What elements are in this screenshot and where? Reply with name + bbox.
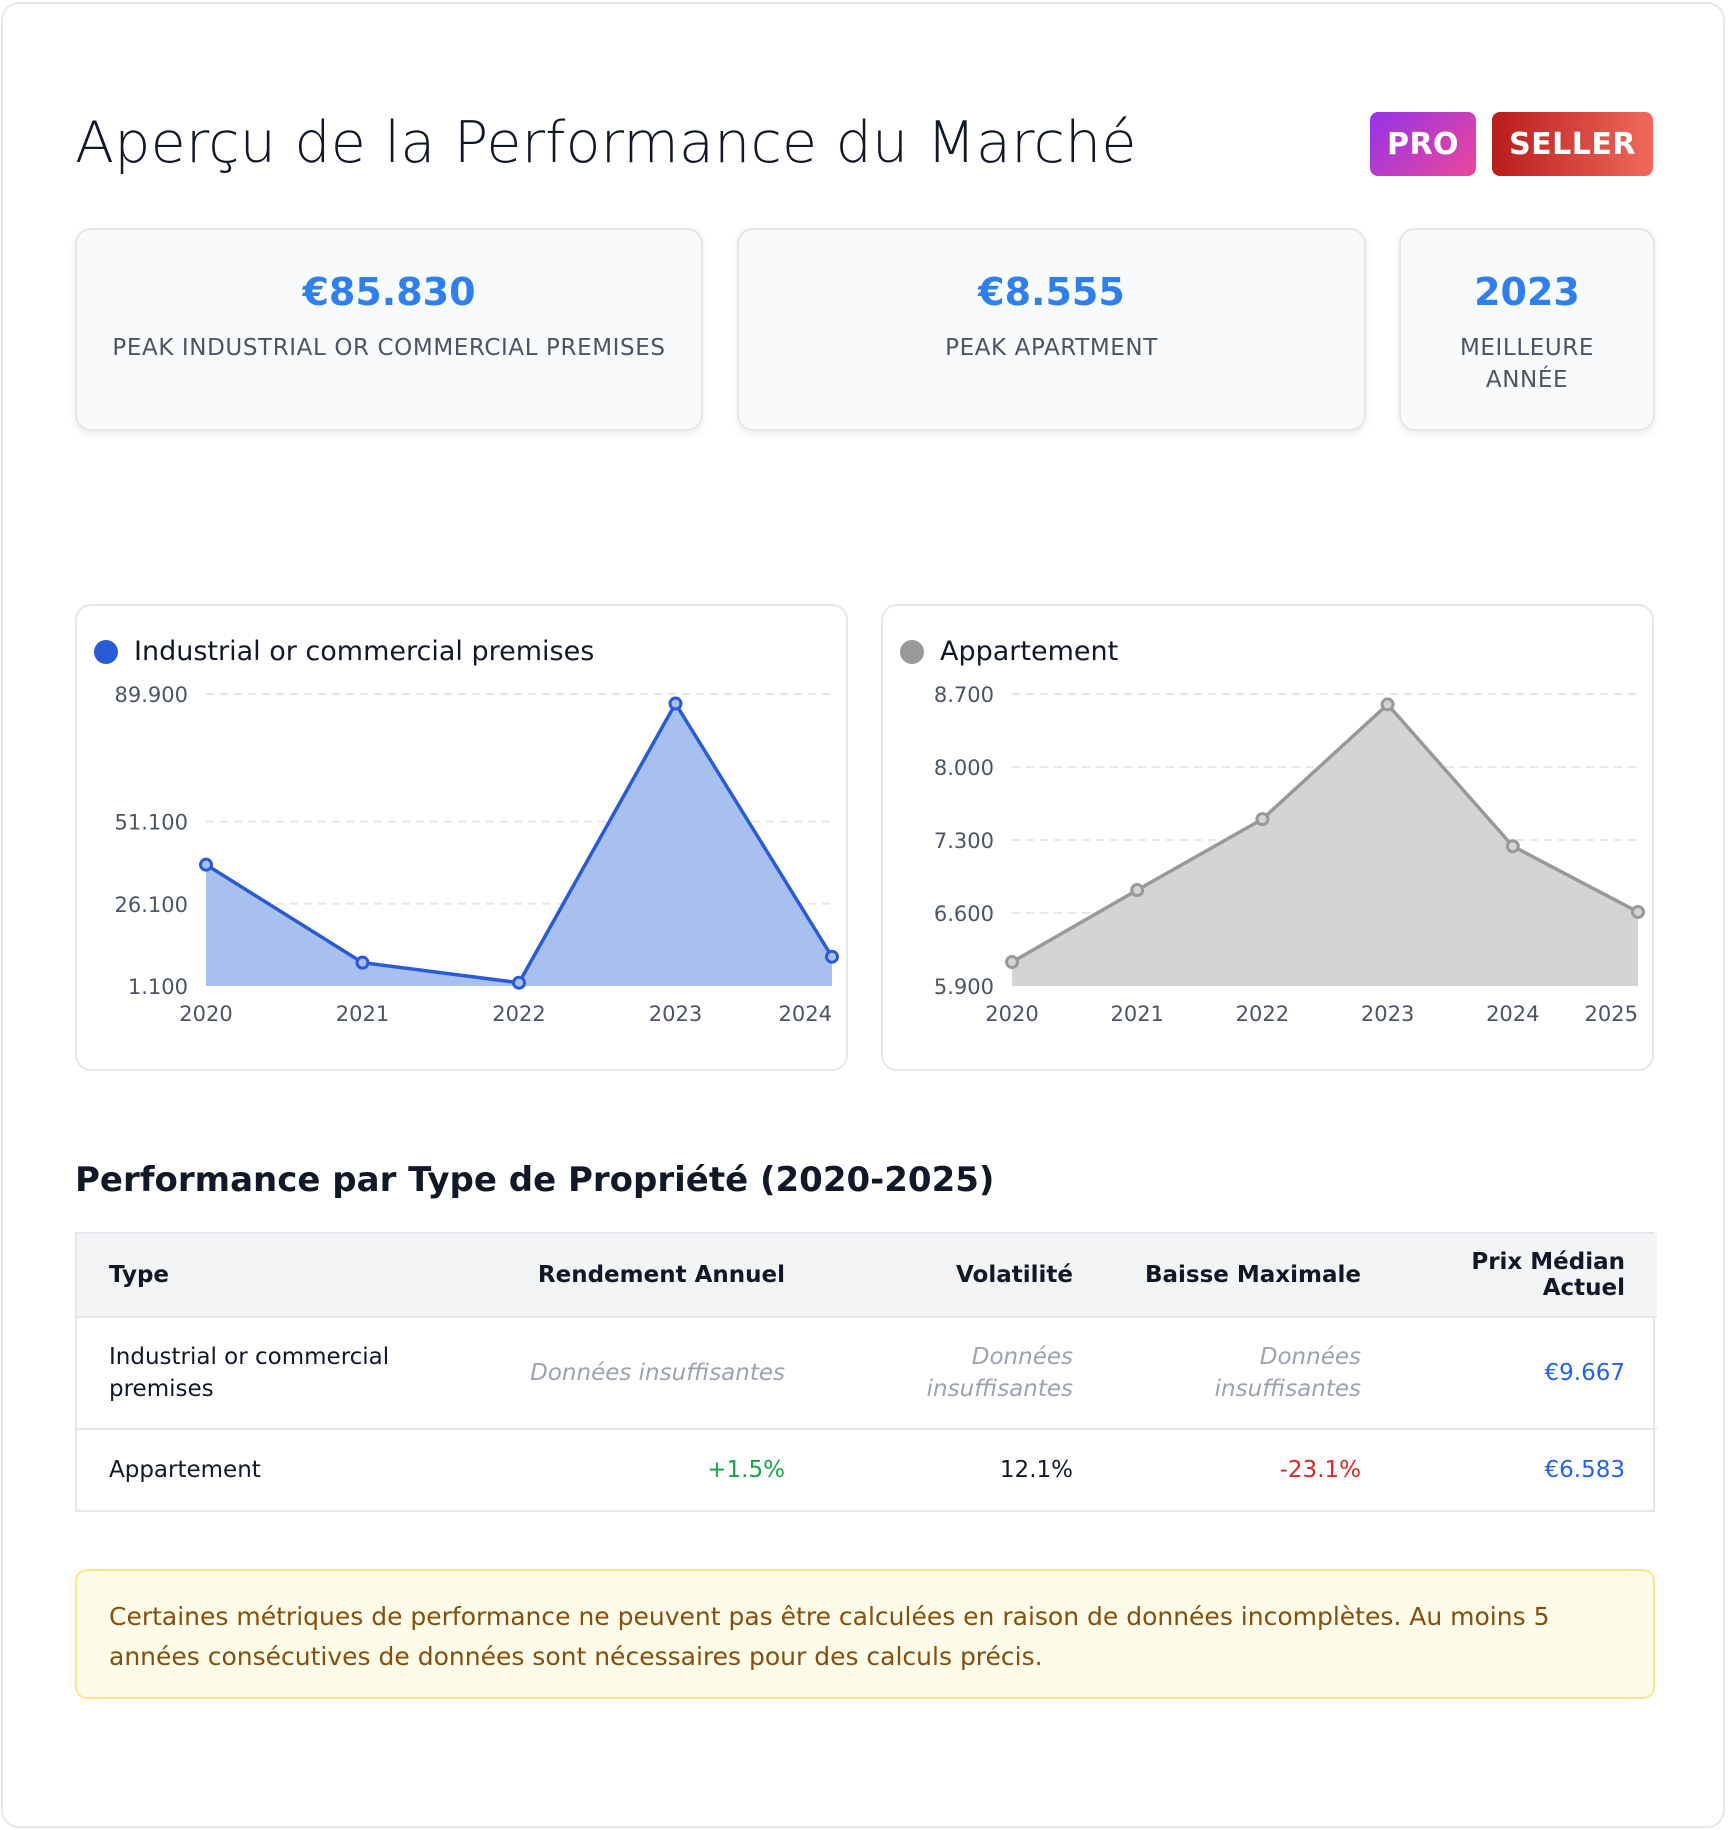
stat-value: €8.555 bbox=[978, 270, 1125, 314]
x-tick-label: 2023 bbox=[1361, 1002, 1414, 1026]
data-point bbox=[1130, 883, 1145, 898]
x-tick-label: 2023 bbox=[649, 1002, 702, 1026]
header-median-price: Prix Médian Actuel bbox=[1393, 1234, 1657, 1317]
chart-legend: Industrial or commercial premises bbox=[94, 636, 594, 667]
annual-return-cell: Données insuffisantes bbox=[449, 1316, 817, 1429]
x-tick-label: 2022 bbox=[492, 1002, 545, 1026]
stat-card-best-year: 2023 MEILLEURE ANNÉE bbox=[1399, 228, 1655, 431]
type-cell: Industrial or commercial premises bbox=[77, 1316, 449, 1429]
x-tick-label: 2022 bbox=[1236, 1002, 1289, 1026]
type-cell: Appartement bbox=[77, 1428, 449, 1510]
x-tick-label: 2021 bbox=[336, 1002, 389, 1026]
x-tick-label: 2025 bbox=[1585, 1002, 1638, 1026]
y-tick-label: 51.100 bbox=[115, 811, 188, 835]
apartment-chart: 8.700 8.000 7.300 6.600 5.900 2020 2021 2022 202… bbox=[934, 683, 1645, 1026]
y-tick-label: 8.700 bbox=[934, 683, 994, 707]
data-notice: Certaines métriques de performance ne pe… bbox=[75, 1569, 1655, 1699]
stat-value: 2023 bbox=[1474, 270, 1580, 314]
max-drawdown-cell: Données insuffisantes bbox=[1105, 1316, 1393, 1429]
series-area bbox=[206, 703, 832, 986]
table-row: Appartement +1.5% 12.1% -23.1% €6.583 bbox=[77, 1428, 1657, 1510]
volatility-cell: Données insuffisantes bbox=[817, 1316, 1105, 1429]
data-point bbox=[1505, 839, 1520, 854]
stat-label: PEAK INDUSTRIAL OR COMMERCIAL PREMISES bbox=[112, 335, 666, 361]
data-point bbox=[512, 975, 526, 990]
data-point bbox=[1380, 697, 1395, 712]
x-tick-label: 2024 bbox=[1486, 1002, 1539, 1026]
chart-legend: Appartement bbox=[900, 636, 1118, 667]
performance-table: Type Rendement Annuel Volatilité Baisse … bbox=[75, 1232, 1657, 1512]
y-tick-label: 5.900 bbox=[934, 975, 994, 999]
section-title: Performance par Type de Propriété (2020-… bbox=[75, 1160, 995, 1200]
x-tick-label: 2020 bbox=[985, 1002, 1038, 1026]
median-price-cell: €6.583 bbox=[1393, 1428, 1657, 1510]
annual-return-cell: +1.5% bbox=[449, 1428, 817, 1510]
badge-group: PRO SELLER bbox=[1369, 112, 1653, 176]
header-type: Type bbox=[77, 1234, 449, 1317]
data-point bbox=[1005, 955, 1019, 970]
y-tick-label: 89.900 bbox=[115, 683, 188, 707]
x-tick-label: 2021 bbox=[1110, 1002, 1163, 1026]
legend-dot-icon bbox=[900, 639, 924, 664]
data-point bbox=[1255, 812, 1270, 827]
header-volatility: Volatilité bbox=[817, 1234, 1105, 1317]
data-point bbox=[199, 857, 213, 872]
industrial-chart: 89.900 51.100 26.100 1.100 2020 2021 2022 2023 2… bbox=[115, 683, 839, 1026]
y-tick-label: 7.300 bbox=[934, 829, 994, 853]
table-row: Industrial or commercial premises Donnée… bbox=[77, 1316, 1657, 1429]
legend-label: Industrial or commercial premises bbox=[134, 636, 595, 667]
y-tick-label: 8.000 bbox=[934, 756, 994, 780]
stat-card-peak-apartment: €8.555 PEAK APARTMENT bbox=[737, 228, 1366, 431]
y-tick-label: 6.600 bbox=[934, 902, 994, 926]
legend-dot-icon bbox=[94, 639, 118, 664]
x-tick-label: 2020 bbox=[179, 1002, 232, 1026]
table-header-row: Type Rendement Annuel Volatilité Baisse … bbox=[77, 1234, 1657, 1317]
data-point bbox=[825, 949, 839, 964]
data-point bbox=[668, 696, 683, 711]
pro-badge: PRO bbox=[1369, 112, 1477, 176]
header-max-drawdown: Baisse Maximale bbox=[1105, 1234, 1393, 1317]
volatility-cell: 12.1% bbox=[817, 1428, 1105, 1510]
stat-label: PEAK APARTMENT bbox=[945, 335, 1158, 361]
y-tick-label: 26.100 bbox=[115, 893, 188, 917]
stat-value: €85.830 bbox=[302, 270, 476, 314]
legend-label: Appartement bbox=[940, 636, 1119, 667]
data-point bbox=[1631, 904, 1645, 919]
x-tick-label: 2024 bbox=[779, 1002, 832, 1026]
seller-badge: SELLER bbox=[1492, 112, 1653, 176]
series-line bbox=[1011, 702, 1639, 964]
stat-card-peak-industrial: €85.830 PEAK INDUSTRIAL OR COMMERCIAL PR… bbox=[75, 228, 703, 431]
stat-label: MEILLEURE ANNÉE bbox=[1459, 335, 1595, 393]
page-title: Aperçu de la Performance du Marché bbox=[75, 110, 1137, 176]
chart-card-industrial: 89.900 51.100 26.100 1.100 2020 2021 2022 2023 2… bbox=[75, 604, 848, 1071]
median-price-cell: €9.667 bbox=[1393, 1316, 1657, 1429]
chart-card-apartment: 8.700 8.000 7.300 6.600 5.900 2020 2021 2022 202… bbox=[881, 604, 1654, 1071]
y-tick-label: 1.100 bbox=[128, 975, 188, 999]
header-annual-return: Rendement Annuel bbox=[449, 1234, 817, 1317]
series-area bbox=[1012, 704, 1638, 986]
data-point bbox=[355, 955, 370, 970]
max-drawdown-cell: -23.1% bbox=[1105, 1428, 1393, 1510]
